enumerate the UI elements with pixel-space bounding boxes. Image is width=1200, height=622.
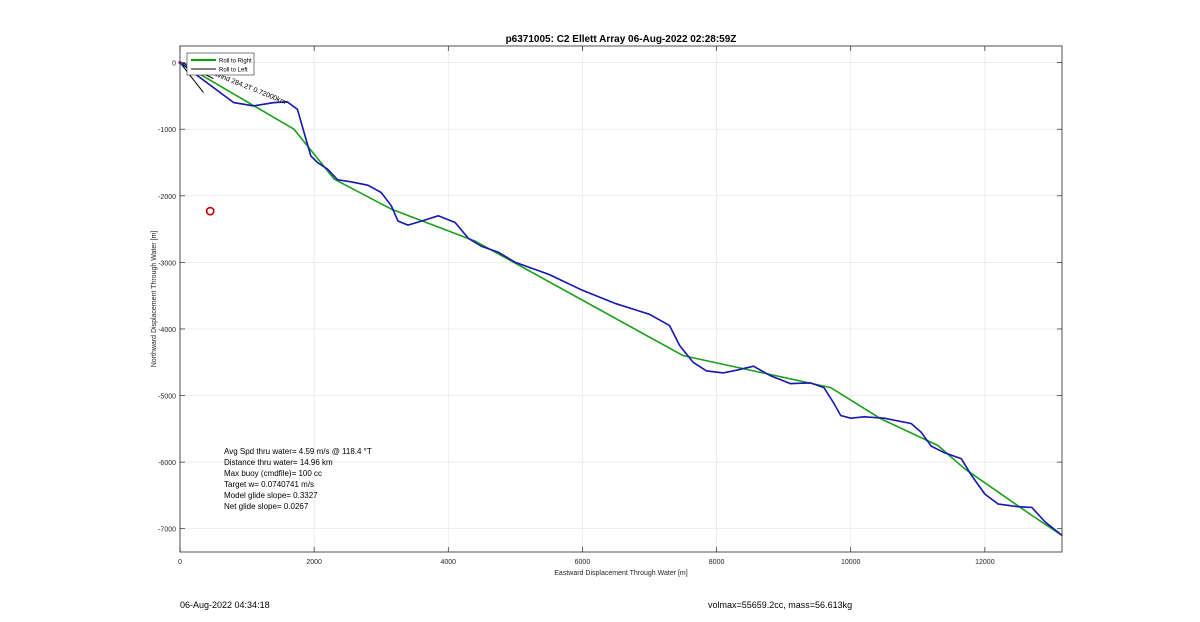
position-marker <box>205 206 215 216</box>
y-axis-label: Northward Displacement Through Water [m] <box>151 231 158 368</box>
series-roll-right-line <box>179 61 1063 537</box>
stat-distance: Distance thru water= 14.96 km <box>224 458 333 467</box>
stat-max-buoy: Max buoy (cmdfile)= 100 cc <box>224 469 322 478</box>
y-tick-label: -4000 <box>158 327 176 334</box>
x-tick-label: 0 <box>178 559 182 566</box>
axes-background <box>180 46 1062 552</box>
y-tick-label: -6000 <box>158 460 176 467</box>
legend[interactable]: Roll to Right Roll to Left <box>186 52 255 76</box>
heading-line <box>179 62 204 93</box>
footer-volume-mass: volmax=55659.2cc, mass=56.613kg <box>708 600 853 610</box>
x-tick-label: 12000 <box>975 559 995 566</box>
y-tick-label: -1000 <box>158 127 176 134</box>
chart-title: p6371005: C2 Ellett Array 06-Aug-2022 02… <box>506 34 737 45</box>
x-axis-label: Eastward Displacement Through Water [m] <box>554 570 687 577</box>
stats-block: Avg Spd thru water= 4.59 m/s @ 118.4 °T … <box>224 447 372 511</box>
y-tick-label: -7000 <box>158 527 176 534</box>
stat-target-w: Target w= 0.0740741 m/s <box>224 480 314 489</box>
y-tick-label: 0 <box>172 61 176 68</box>
y-tick-label: -5000 <box>158 394 176 401</box>
y-tick-label: -2000 <box>158 194 176 201</box>
stat-model-glide-slope: Model glide slope= 0.3327 <box>224 491 318 500</box>
x-tick-label: 8000 <box>709 559 725 566</box>
y-tick-label: -3000 <box>158 260 176 267</box>
y-ticks: 0 -1000 -2000 -3000 -4000 -5000 -6000 -7000 <box>158 61 1062 534</box>
x-tick-label: 6000 <box>575 559 591 566</box>
stat-avg-speed: Avg Spd thru water= 4.59 m/s @ 118.4 °T <box>224 447 372 456</box>
x-tick-label: 2000 <box>306 559 322 566</box>
x-tick-label: 10000 <box>841 559 861 566</box>
stat-net-glide-slope: Net glide slope= 0.0267 <box>224 502 309 511</box>
footer-timestamp: 06-Aug-2022 04:34:18 <box>180 600 270 610</box>
track-overlay-line <box>179 61 1063 537</box>
legend-label-roll-left: Roll to Left <box>219 68 248 74</box>
axes-box <box>179 45 1063 553</box>
x-tick-label: 4000 <box>440 559 456 566</box>
legend-label-roll-right: Roll to Right <box>219 59 252 65</box>
